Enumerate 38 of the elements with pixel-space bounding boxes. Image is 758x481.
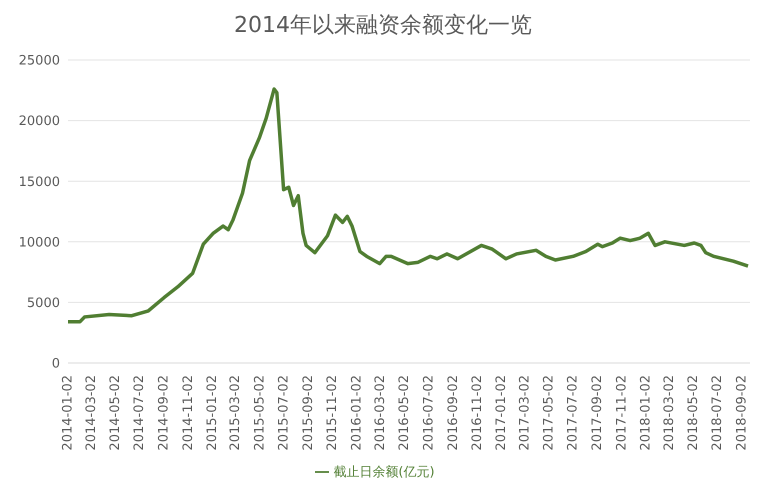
x-tick-label: 2016-07-02 (421, 375, 436, 451)
x-tick-label: 2014-05-02 (108, 375, 123, 451)
x-tick-label: 2016-05-02 (397, 375, 412, 451)
y-tick-label: 20000 (18, 114, 60, 130)
x-tick-label: 2017-05-02 (542, 375, 557, 451)
x-tick-label: 2015-01-02 (204, 375, 220, 451)
legend-label: 截止日余额(亿元) (333, 465, 435, 480)
y-tick-label: 25000 (18, 54, 60, 69)
y-tick-label: 15000 (18, 174, 60, 190)
x-tick-label: 2017-01-02 (494, 375, 510, 451)
x-tick-label: 2015-09-02 (301, 375, 316, 451)
x-tick-label: 2018-03-02 (662, 375, 677, 451)
x-tick-label: 2016-01-02 (349, 375, 364, 451)
x-tick-label: 2018-01-02 (638, 375, 654, 451)
x-tick-label: 2014-03-02 (84, 375, 99, 451)
x-tick-label: 2015-11-02 (325, 375, 340, 451)
x-tick-label: 2014-07-02 (132, 375, 148, 451)
x-tick-label: 2015-07-02 (276, 375, 292, 451)
x-tick-label: 2017-03-02 (517, 375, 532, 451)
x-tick-label: 2014-09-02 (156, 375, 172, 451)
y-tick-label: 10000 (18, 235, 60, 250)
y-tick-label: 5000 (26, 296, 60, 312)
x-tick-label: 2015-03-02 (228, 375, 244, 451)
x-tick-label: 2014-11-02 (180, 375, 196, 451)
x-tick-label: 2016-03-02 (373, 375, 388, 451)
x-tick-label: 2015-05-02 (252, 375, 268, 451)
x-tick-label: 2017-11-02 (614, 375, 630, 451)
y-tick-label: 0 (52, 356, 60, 372)
x-tick-label: 2016-11-02 (470, 375, 485, 451)
line-series (68, 87, 750, 324)
x-tick-label: 2018-09-02 (734, 375, 750, 451)
x-tick-label: 2017-07-02 (566, 375, 581, 451)
x-tick-label: 2017-09-02 (590, 375, 606, 451)
x-tick-label: 2014-01-02 (60, 375, 76, 451)
x-tick-label: 2016-09-02 (446, 375, 461, 451)
chart-title: 2014年以来融资余额变化一览 (233, 12, 533, 40)
x-tick-label: 2018-05-02 (686, 375, 701, 451)
x-tick-label: 2018-07-02 (710, 375, 726, 451)
